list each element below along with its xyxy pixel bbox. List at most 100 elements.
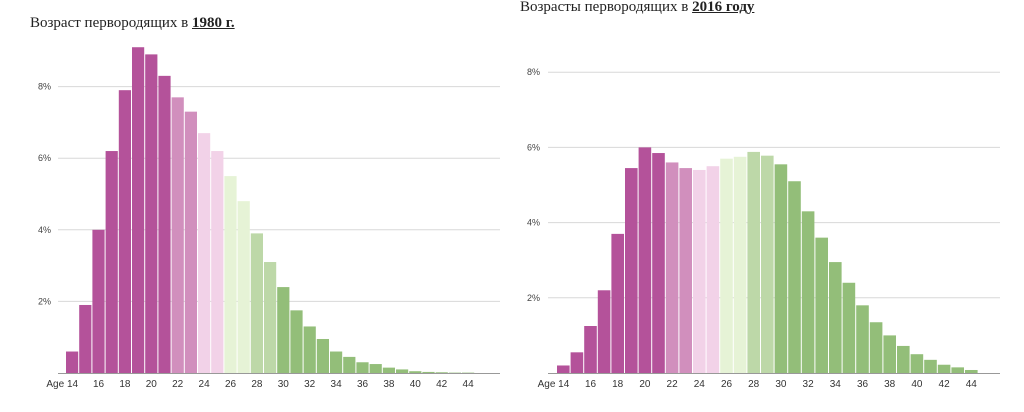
bar-age-15 bbox=[79, 304, 92, 373]
bar-age-37 bbox=[369, 364, 382, 373]
bar-age-29 bbox=[761, 155, 774, 373]
x-tick-label: 44 bbox=[966, 379, 978, 390]
y-tick-label: 6% bbox=[527, 142, 540, 152]
bar-age-32 bbox=[801, 211, 815, 373]
x-tick-label: Age 14 bbox=[46, 379, 78, 390]
bars bbox=[66, 47, 475, 374]
x-tick-label: 28 bbox=[251, 379, 263, 390]
bar-age-36 bbox=[856, 305, 869, 373]
y-tick-label: 4% bbox=[527, 218, 540, 228]
bar-age-42 bbox=[435, 372, 448, 373]
bar-age-31 bbox=[290, 310, 303, 373]
bar-age-38 bbox=[382, 367, 395, 373]
bar-age-39 bbox=[897, 345, 910, 373]
bar-age-33 bbox=[815, 237, 828, 373]
x-tick-label: 20 bbox=[639, 379, 651, 390]
bars bbox=[557, 147, 978, 373]
bar-age-14 bbox=[557, 365, 570, 373]
bar-age-26 bbox=[720, 158, 733, 373]
y-tick-label: 8% bbox=[38, 82, 51, 92]
x-tick-label: 38 bbox=[884, 379, 896, 390]
bar-age-15 bbox=[570, 352, 584, 373]
bar-age-34 bbox=[330, 351, 343, 373]
bar-age-30 bbox=[277, 287, 290, 373]
x-tick-label: 26 bbox=[225, 379, 237, 390]
bar-age-33 bbox=[316, 338, 329, 373]
bar-age-19 bbox=[625, 168, 638, 373]
x-tick-label: 22 bbox=[172, 379, 184, 390]
x-tick-label: 40 bbox=[410, 379, 422, 390]
bar-age-18 bbox=[118, 90, 131, 374]
bar-age-26 bbox=[224, 176, 237, 373]
bar-age-20 bbox=[638, 147, 652, 373]
x-tick-label: 36 bbox=[857, 379, 869, 390]
x-tick-label: 22 bbox=[667, 379, 679, 390]
bar-age-30 bbox=[774, 164, 788, 373]
x-tick-label: 24 bbox=[694, 379, 706, 390]
bar-age-42 bbox=[937, 364, 951, 373]
chart-title-2016: Возрасты первородящих в 2016 году bbox=[520, 0, 754, 16]
bar-age-16 bbox=[92, 229, 105, 373]
x-tick-label: 42 bbox=[939, 379, 951, 390]
bar-age-35 bbox=[842, 282, 856, 373]
x-tick-label: 36 bbox=[357, 379, 369, 390]
bar-age-43 bbox=[951, 367, 964, 373]
bar-age-32 bbox=[303, 326, 316, 373]
bar-age-21 bbox=[158, 75, 171, 374]
x-tick-label: 16 bbox=[585, 379, 597, 390]
bar-age-44 bbox=[965, 369, 978, 373]
x-tick-label: Age 14 bbox=[538, 379, 570, 390]
chart-title-year: 1980 г. bbox=[191, 15, 235, 31]
x-tick-label: 40 bbox=[911, 379, 923, 390]
y-tick-label: 6% bbox=[38, 153, 51, 163]
bar-age-16 bbox=[584, 326, 597, 373]
bar-age-18 bbox=[611, 233, 624, 373]
bar-age-27 bbox=[237, 201, 250, 373]
x-tick-label: 32 bbox=[304, 379, 316, 390]
bar-age-25 bbox=[706, 166, 720, 373]
bar-age-38 bbox=[883, 335, 896, 373]
chart-title-prefix: Возраст первородящих в bbox=[30, 15, 192, 31]
x-tick-label: 16 bbox=[93, 379, 105, 390]
x-tick-label: 30 bbox=[775, 379, 787, 390]
bar-age-21 bbox=[652, 153, 665, 373]
x-tick-label: 18 bbox=[612, 379, 624, 390]
bar-age-17 bbox=[597, 290, 611, 373]
bar-age-29 bbox=[264, 262, 277, 373]
x-tick-label: 38 bbox=[383, 379, 395, 390]
bar-age-39 bbox=[396, 369, 409, 373]
bar-age-14 bbox=[66, 351, 79, 373]
x-tick-label: 28 bbox=[748, 379, 760, 390]
chart-title-prefix: Возрасты первородящих в bbox=[520, 0, 693, 15]
bar-age-40 bbox=[910, 354, 924, 373]
bar-age-24 bbox=[198, 133, 211, 373]
bar-age-22 bbox=[665, 162, 679, 373]
y-tick-label: 4% bbox=[38, 225, 51, 235]
bar-age-28 bbox=[250, 233, 263, 373]
bar-age-34 bbox=[829, 262, 842, 373]
bar-age-17 bbox=[105, 151, 118, 373]
bar-age-23 bbox=[184, 111, 197, 373]
x-tick-label: 42 bbox=[436, 379, 448, 390]
y-gridlines: 2% 4% 6% 8% bbox=[38, 82, 500, 306]
x-tick-label: 32 bbox=[803, 379, 815, 390]
y-tick-label: 2% bbox=[527, 293, 540, 303]
bar-age-22 bbox=[171, 97, 184, 373]
x-tick-label: 34 bbox=[830, 379, 842, 390]
chart-title-year: 2016 году bbox=[692, 0, 755, 15]
bar-age-23 bbox=[679, 168, 692, 373]
bar-age-41 bbox=[422, 371, 435, 373]
x-tick-label: 18 bbox=[119, 379, 131, 390]
bar-age-31 bbox=[788, 181, 801, 373]
x-tick-label: 26 bbox=[721, 379, 733, 390]
x-tick-label: 24 bbox=[199, 379, 211, 390]
bar-age-40 bbox=[409, 371, 422, 373]
x-tick-labels: Age 14 16 18 20 22 24 26 28 30 32 34 36 38 40 42 44 bbox=[538, 379, 978, 390]
x-tick-label: 34 bbox=[331, 379, 343, 390]
bar-age-24 bbox=[693, 169, 706, 373]
bar-age-19 bbox=[132, 47, 145, 373]
y-tick-label: 8% bbox=[527, 67, 540, 77]
bar-age-28 bbox=[747, 151, 760, 373]
